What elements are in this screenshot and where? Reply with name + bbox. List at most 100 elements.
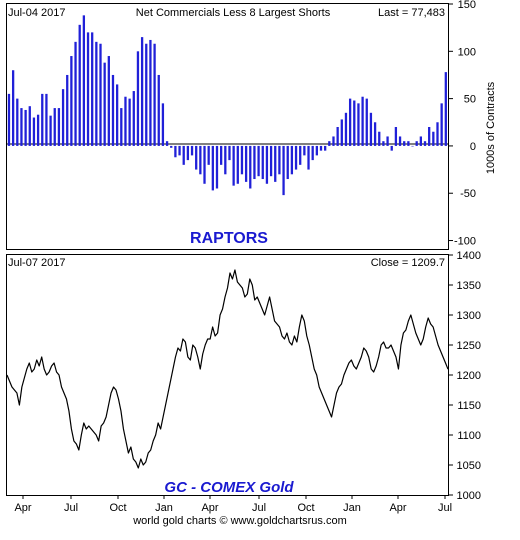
raptors-bar bbox=[28, 106, 31, 146]
raptors-bar bbox=[419, 136, 422, 146]
gold-plot-frame bbox=[6, 254, 449, 496]
raptors-bar bbox=[195, 145, 198, 170]
x-tick-label: Apr bbox=[14, 502, 31, 514]
gold-y-tick-label: 1050 bbox=[457, 460, 481, 472]
x-tick-label: Jul bbox=[64, 502, 78, 514]
raptors-bar bbox=[398, 136, 402, 146]
raptors-bar bbox=[299, 145, 302, 165]
raptors-bar bbox=[120, 108, 123, 146]
x-tick-label: Jan bbox=[343, 502, 361, 514]
raptors-bar bbox=[170, 145, 173, 148]
raptors-bar bbox=[36, 114, 40, 146]
raptors-y-axis-label: 1000s of Contracts bbox=[485, 81, 497, 174]
raptors-bar bbox=[86, 32, 90, 146]
raptors-bar bbox=[382, 141, 385, 146]
raptors-bar bbox=[45, 93, 48, 146]
raptors-bar bbox=[49, 115, 52, 146]
raptors-bar bbox=[261, 145, 264, 180]
raptors-bar bbox=[215, 145, 219, 189]
x-axis: Apr Jul Oct Jan Apr Jul Oct Jan Apr Jul bbox=[14, 495, 452, 514]
raptors-title: Net Commercials Less 8 Largest Shorts bbox=[136, 7, 331, 19]
raptors-bar bbox=[394, 127, 398, 146]
raptors-y-tick-label: 150 bbox=[458, 0, 476, 11]
raptors-annotation: RAPTORS bbox=[190, 230, 268, 247]
gold-y-tick-label: 1250 bbox=[457, 340, 481, 352]
raptors-bar bbox=[274, 145, 277, 182]
raptors-bar bbox=[348, 98, 352, 146]
x-tick-label: Oct bbox=[297, 502, 314, 514]
raptors-date-label: Jul-04 2017 bbox=[8, 7, 66, 19]
raptors-bar bbox=[53, 108, 56, 146]
raptors-bar bbox=[315, 145, 318, 156]
gold-y-tick-label: 1350 bbox=[457, 280, 481, 292]
raptors-bar bbox=[328, 141, 331, 146]
x-tick-label: Apr bbox=[389, 502, 406, 514]
raptors-bar bbox=[336, 127, 339, 146]
raptors-bar bbox=[440, 103, 443, 146]
raptors-bar bbox=[145, 43, 148, 146]
raptors-bar bbox=[294, 145, 298, 170]
raptors-bar bbox=[20, 108, 23, 146]
raptors-bar bbox=[190, 145, 194, 156]
raptors-bar bbox=[290, 145, 294, 175]
raptors-y-tick-label: 0 bbox=[470, 141, 476, 153]
raptors-bar bbox=[70, 56, 73, 146]
gold-date-label: Jul-07 2017 bbox=[8, 257, 66, 269]
raptors-bar bbox=[373, 122, 377, 146]
raptors-bar bbox=[128, 98, 131, 146]
raptors-bar bbox=[278, 145, 281, 175]
raptors-bar bbox=[411, 145, 414, 147]
gold-panel: 1400 1350 1300 1250 1200 1150 1100 1050 1000 Jul… bbox=[6, 250, 481, 502]
raptors-bar bbox=[41, 93, 44, 146]
raptors-bar bbox=[265, 145, 269, 184]
raptors-bar bbox=[369, 112, 373, 146]
raptors-bar bbox=[24, 109, 27, 146]
raptors-bar bbox=[74, 41, 77, 146]
raptors-bar bbox=[353, 100, 356, 146]
raptors-bar bbox=[253, 145, 256, 180]
raptors-y-tick-label: 100 bbox=[458, 46, 476, 58]
gold-y-tick-label: 1200 bbox=[457, 370, 481, 382]
gold-y-tick-label: 1100 bbox=[457, 430, 481, 442]
raptors-bar bbox=[282, 145, 285, 196]
x-tick-label: Jul bbox=[438, 502, 452, 514]
raptors-bar bbox=[153, 43, 156, 146]
raptors-bar bbox=[207, 145, 210, 165]
raptors-bar bbox=[99, 43, 102, 146]
raptors-bar bbox=[132, 91, 135, 146]
raptors-bar bbox=[107, 56, 110, 146]
raptors-last-label: Last = 77,483 bbox=[378, 7, 445, 19]
raptors-bar bbox=[303, 145, 306, 156]
raptors-y-tick-label: -100 bbox=[454, 236, 476, 248]
gold-y-tick-label: 1150 bbox=[457, 400, 481, 412]
credit-line: world gold charts © www.goldchartsrus.co… bbox=[132, 515, 347, 527]
raptors-bar bbox=[7, 93, 11, 146]
raptors-panel: 150 100 50 0 -50 -100 Jul-04 2017 Net Commerc… bbox=[6, 0, 497, 250]
raptors-bar bbox=[432, 131, 435, 146]
raptors-bar bbox=[324, 145, 327, 151]
raptors-bar bbox=[103, 62, 106, 146]
gold-close-label: Close = 1209.7 bbox=[371, 257, 445, 269]
raptors-bar bbox=[357, 103, 360, 146]
raptors-bar bbox=[236, 145, 239, 184]
raptors-bar bbox=[403, 141, 406, 146]
raptors-bar bbox=[228, 145, 231, 161]
raptors-bar bbox=[111, 74, 115, 146]
raptors-bar bbox=[211, 145, 214, 191]
raptors-bar bbox=[269, 145, 273, 177]
x-tick-label: Jan bbox=[155, 502, 173, 514]
raptors-bar bbox=[95, 41, 98, 146]
gold-y-tick-label: 1300 bbox=[457, 310, 481, 322]
raptors-bar bbox=[340, 119, 343, 146]
raptors-bar bbox=[78, 24, 81, 146]
raptors-bars bbox=[7, 15, 447, 196]
raptors-bar bbox=[415, 141, 418, 146]
raptors-y-axis: 150 100 50 0 -50 -100 bbox=[448, 0, 476, 248]
raptors-bar bbox=[386, 136, 389, 146]
raptors-bar bbox=[390, 145, 393, 151]
raptors-bar bbox=[116, 84, 119, 146]
gold-annotation: GC - COMEX Gold bbox=[164, 479, 294, 496]
raptors-bar bbox=[436, 122, 439, 146]
raptors-bar bbox=[344, 112, 348, 146]
